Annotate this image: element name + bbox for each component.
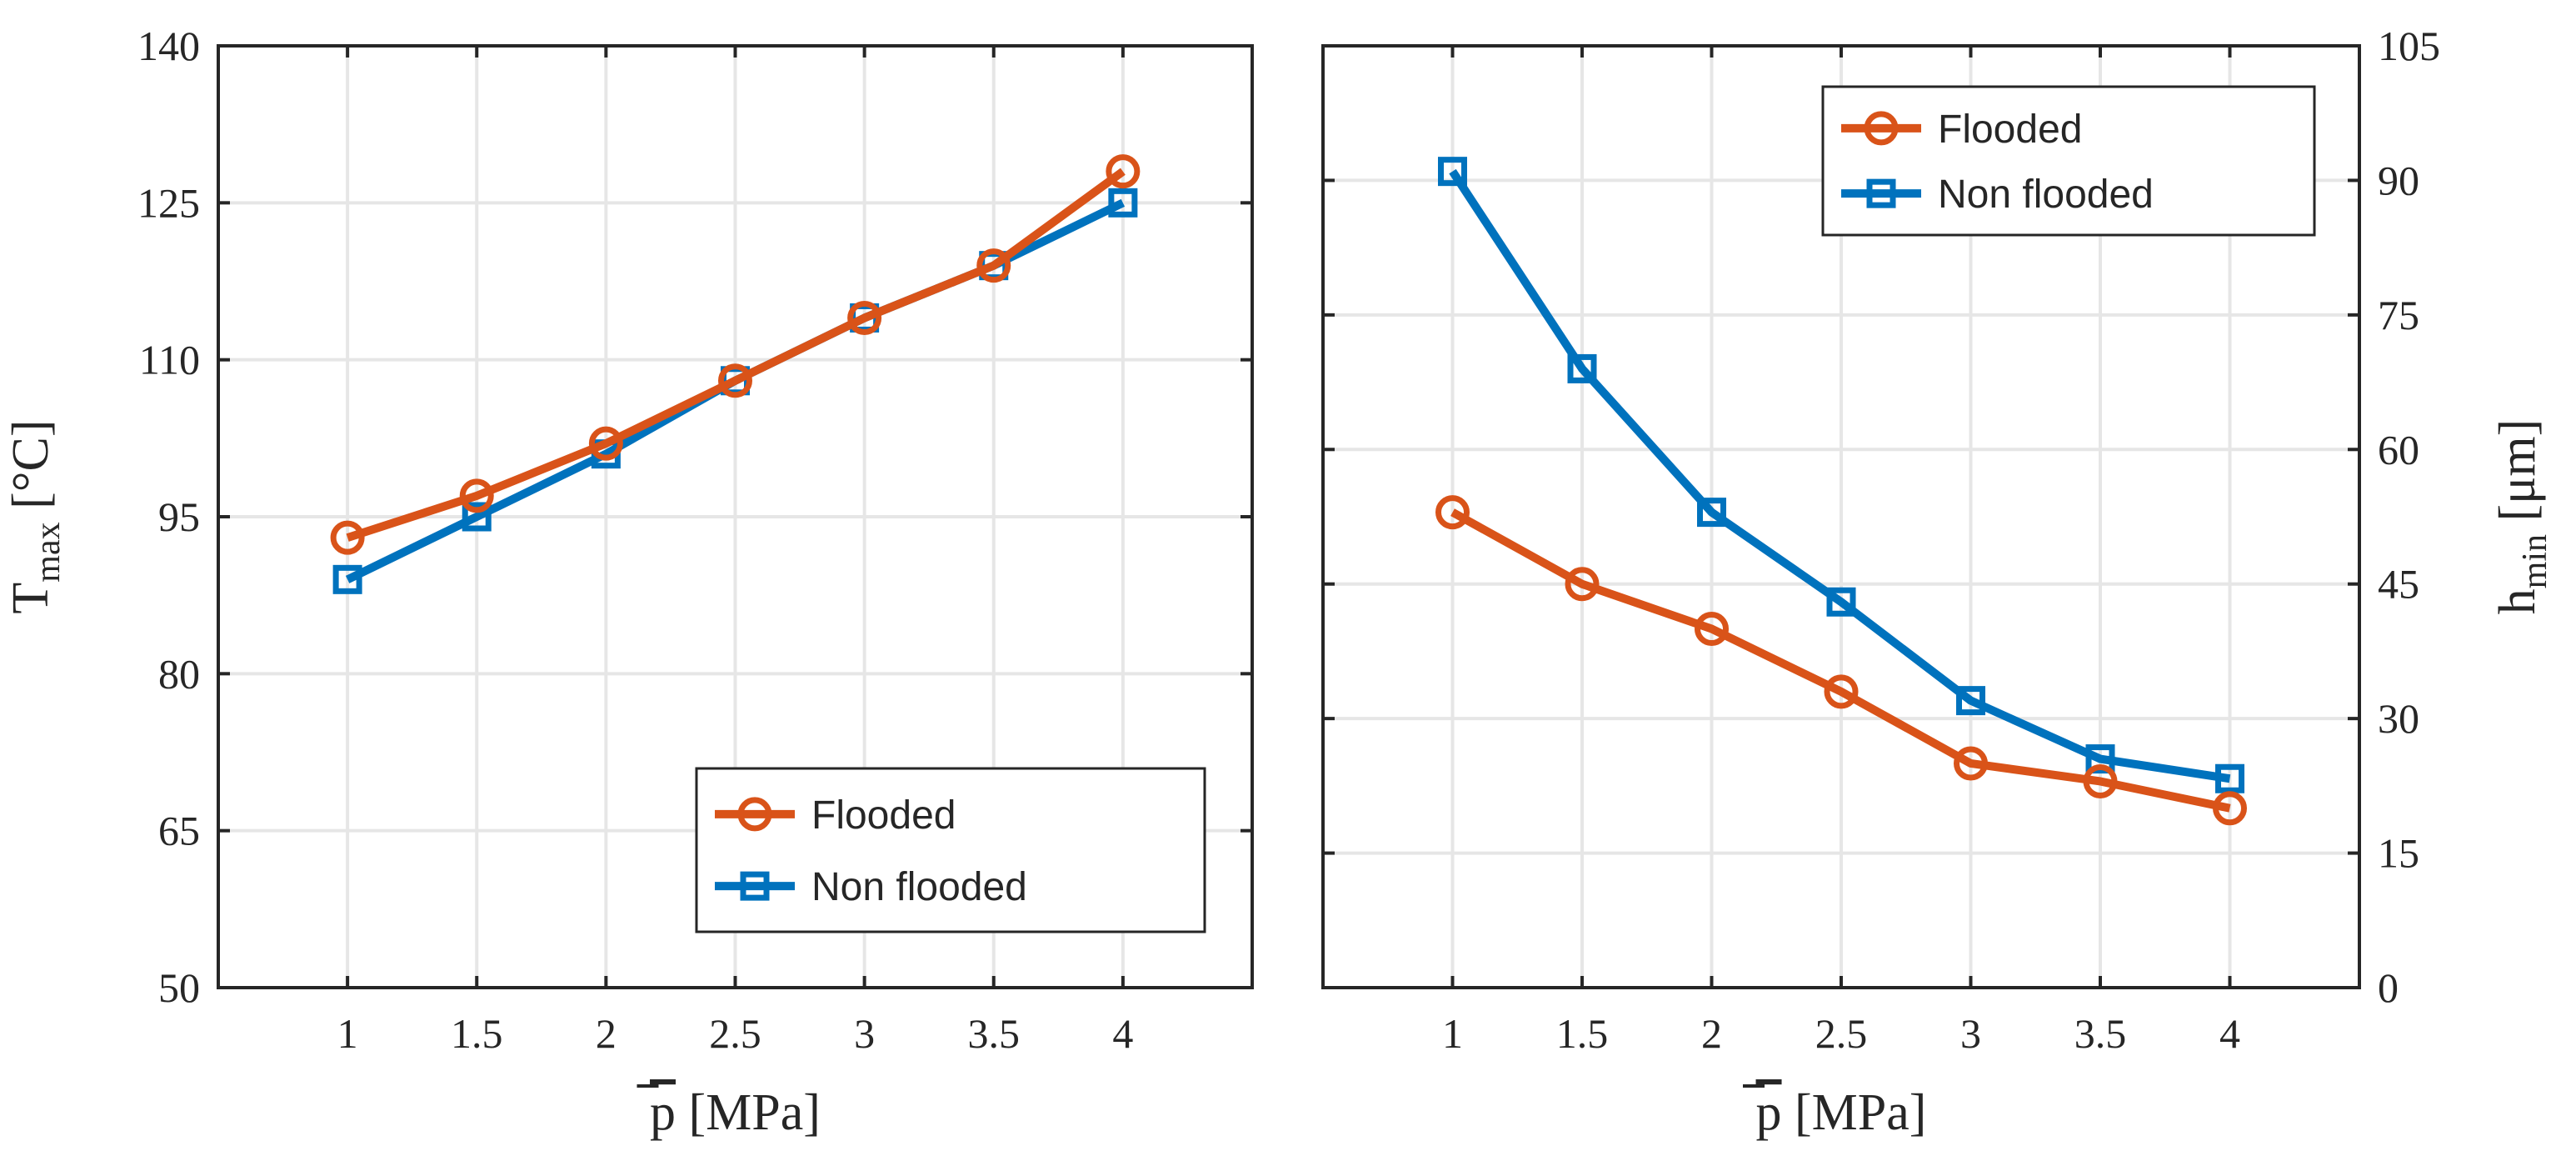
data-point bbox=[1954, 746, 1988, 781]
y-axis-symbol: h bbox=[2489, 588, 2546, 614]
y-tick-label: 90 bbox=[2378, 157, 2419, 203]
y-tick-label: 110 bbox=[139, 337, 200, 383]
x-axis-symbol: p bbox=[1756, 1084, 1782, 1141]
series-line bbox=[1450, 508, 2231, 813]
y-tick-label: 95 bbox=[158, 493, 200, 540]
series-non-flooded bbox=[1438, 157, 2244, 793]
legend-label: Flooded bbox=[811, 793, 956, 838]
x-tick-label: 2 bbox=[596, 1010, 617, 1057]
data-point bbox=[1695, 612, 1729, 647]
data-point bbox=[718, 363, 752, 398]
x-axis-unit: [MPa] bbox=[1782, 1084, 1927, 1141]
x-tick-label: 4 bbox=[1112, 1010, 1133, 1057]
x-tick-label: 2 bbox=[1701, 1010, 1722, 1057]
data-point bbox=[1826, 587, 1856, 617]
legend-marker bbox=[1866, 178, 1896, 208]
x-axis-title: p [MPa] bbox=[1756, 1084, 1927, 1141]
data-point bbox=[459, 478, 494, 513]
data-point bbox=[1697, 498, 1726, 528]
x-axis-title: p [MPa] bbox=[650, 1084, 821, 1141]
x-tick-label: 4 bbox=[2219, 1010, 2240, 1057]
legend: Flooded Non flooded bbox=[1821, 85, 2316, 237]
x-tick-label: 1 bbox=[337, 1010, 358, 1057]
x-tick-label: 3 bbox=[1960, 1010, 1981, 1057]
legend: Flooded Non flooded bbox=[695, 767, 1206, 933]
data-point bbox=[462, 502, 492, 532]
x-tick-label: 1 bbox=[1442, 1010, 1463, 1057]
y-tick-label: 0 bbox=[2378, 964, 2399, 1011]
y-axis-subscript: min bbox=[2516, 534, 2554, 588]
series-line bbox=[1449, 168, 2231, 783]
legend-label: Flooded bbox=[1938, 108, 2082, 152]
x-tick-label: 1.5 bbox=[1556, 1010, 1609, 1057]
data-point bbox=[2085, 744, 2115, 774]
series-flooded bbox=[330, 154, 1141, 555]
data-point bbox=[1567, 353, 1597, 383]
data-point bbox=[976, 248, 1011, 283]
x-axis-unit: [MPa] bbox=[676, 1084, 821, 1141]
data-point bbox=[1824, 674, 1859, 709]
y-axis-symbol: T bbox=[2, 583, 59, 614]
legend-label: Non flooded bbox=[1938, 173, 2154, 217]
data-point bbox=[1106, 154, 1141, 189]
y-axis-unit: [°C] bbox=[2, 419, 59, 522]
y-tick-label: 80 bbox=[158, 650, 200, 697]
y-tick-label: 30 bbox=[2378, 695, 2419, 742]
y-tick-label: 125 bbox=[137, 179, 200, 226]
y-axis-subscript: max bbox=[29, 522, 67, 582]
legend-box bbox=[695, 767, 1206, 933]
x-tick-label: 2.5 bbox=[1815, 1010, 1868, 1057]
data-point bbox=[847, 300, 882, 335]
data-point bbox=[1956, 686, 1985, 716]
data-point bbox=[2083, 763, 2118, 798]
data-point bbox=[1435, 495, 1470, 530]
x-tick-label: 3.5 bbox=[968, 1010, 1021, 1057]
x-tick-label: 3 bbox=[854, 1010, 875, 1057]
y-tick-label: 105 bbox=[2378, 23, 2440, 69]
y-tick-label: 45 bbox=[2378, 561, 2419, 608]
legend-label: Non flooded bbox=[811, 865, 1027, 909]
chart-panel-2: 1 1.5 2 2.5 3 3.5 4 0 15 30 45 60 75 90 105 p [MPa] hmin… bbox=[1321, 23, 2554, 1141]
data-point bbox=[2213, 791, 2247, 826]
legend-marker bbox=[1864, 111, 1899, 146]
legend-marker bbox=[740, 871, 770, 901]
legend-box bbox=[1821, 85, 2316, 237]
series-flooded bbox=[1435, 495, 2247, 826]
data-point bbox=[330, 520, 365, 555]
y-tick-label: 60 bbox=[2378, 426, 2419, 473]
x-tick-label: 2.5 bbox=[709, 1010, 761, 1057]
x-tick-label: 1.5 bbox=[451, 1010, 503, 1057]
y-axis-title: hmin [μm] bbox=[2489, 419, 2554, 615]
data-point bbox=[1438, 157, 1467, 187]
y-tick-label: 75 bbox=[2378, 292, 2419, 338]
data-point bbox=[588, 426, 623, 461]
data-point bbox=[1565, 567, 1600, 602]
legend-marker bbox=[737, 797, 772, 832]
data-point bbox=[2215, 763, 2244, 793]
data-point bbox=[1108, 188, 1138, 218]
y-tick-label: 65 bbox=[158, 808, 200, 854]
x-tick-label: 3.5 bbox=[2074, 1010, 2127, 1057]
data-point bbox=[332, 564, 362, 594]
y-tick-label: 15 bbox=[2378, 830, 2419, 877]
y-axis-unit: [μm] bbox=[2489, 419, 2546, 534]
chart-panel-1: 1 1.5 2 2.5 3 3.5 4 50 65 80 95 110 125 140 p [MPa] Tma… bbox=[2, 23, 1254, 1141]
y-tick-label: 140 bbox=[137, 23, 200, 69]
y-tick-label: 50 bbox=[158, 964, 200, 1011]
series-line bbox=[346, 168, 1126, 542]
x-axis-symbol: p bbox=[650, 1084, 676, 1141]
y-axis-title: Tmax [°C] bbox=[2, 419, 67, 613]
